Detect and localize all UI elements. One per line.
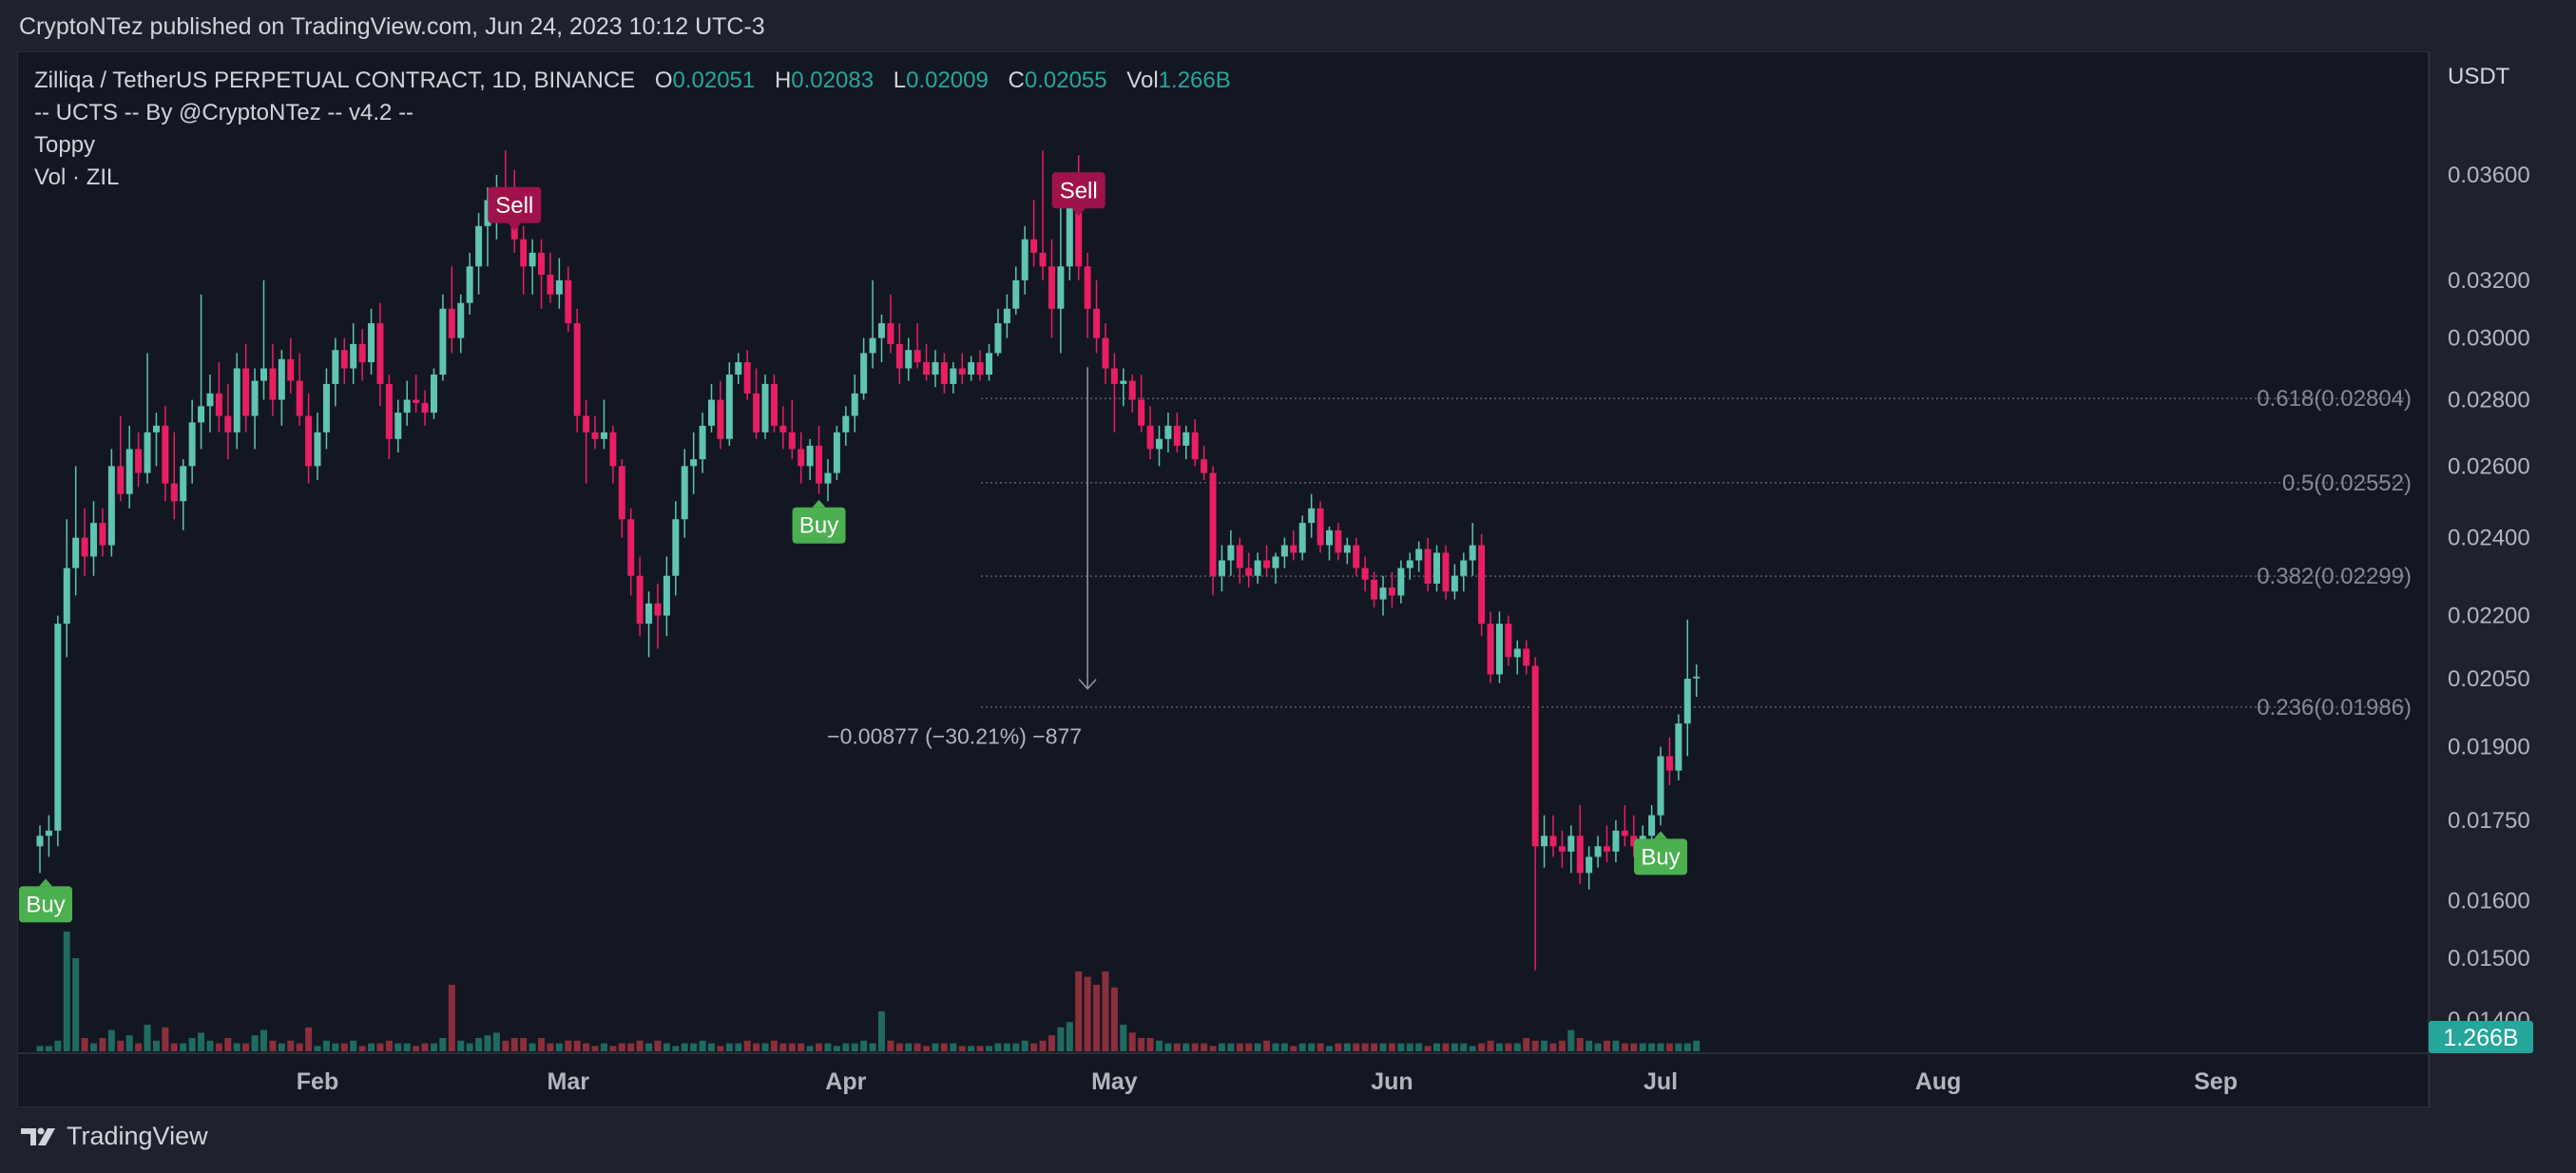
symbol-title[interactable]: Zilliqa / TetherUS PERPETUAL CONTRACT, 1… <box>34 67 636 93</box>
y-tick-label: 0.01750 <box>2448 808 2530 834</box>
footer: TradingView <box>19 1122 208 1151</box>
last-value-text: 1.266B <box>2443 1025 2518 1051</box>
high-label: H <box>774 67 792 93</box>
y-tick-label: 0.02200 <box>2448 604 2530 629</box>
y-tick-label: 0.03600 <box>2448 163 2530 188</box>
indicator-ucts[interactable]: -- UCTS -- By @CryptoNTez -- v4.2 -- <box>34 100 414 125</box>
price-axis-currency: USDT <box>2448 64 2510 89</box>
tradingview-brand[interactable]: TradingView <box>67 1122 208 1150</box>
low-value: 0.02009 <box>906 67 989 93</box>
y-tick-label: 0.01400 <box>2448 1008 2530 1033</box>
open-label: O <box>654 67 673 93</box>
close-label: C <box>1008 67 1025 93</box>
symbol-row: Zilliqa / TetherUS PERPETUAL CONTRACT, 1… <box>34 65 1231 97</box>
indicator-toppy[interactable]: Toppy <box>34 132 96 158</box>
chart-legend: Zilliqa / TetherUS PERPETUAL CONTRACT, 1… <box>34 65 1231 194</box>
y-tick-label: 0.01900 <box>2448 735 2530 760</box>
tradingview-logo-icon[interactable] <box>19 1125 57 1149</box>
chart-panel[interactable] <box>17 51 2431 1107</box>
y-tick-label: 0.02050 <box>2448 666 2530 692</box>
y-tick-label: 0.02800 <box>2448 388 2530 413</box>
y-tick-label: 0.01600 <box>2448 888 2530 913</box>
high-value: 0.02083 <box>791 67 875 93</box>
open-value: 0.02051 <box>672 67 756 93</box>
low-label: L <box>893 67 907 93</box>
publish-info: CryptoNTez published on TradingView.com,… <box>19 13 765 40</box>
last-value-tag <box>2429 1021 2533 1053</box>
y-tick-label: 0.03000 <box>2448 326 2530 352</box>
y-tick-label: 0.02400 <box>2448 526 2530 551</box>
y-tick-label: 0.03200 <box>2448 268 2530 294</box>
indicator-volume[interactable]: Vol · ZIL <box>34 164 120 190</box>
y-tick-label: 0.02600 <box>2448 453 2530 479</box>
publish-header: CryptoNTez published on TradingView.com,… <box>0 0 2576 59</box>
close-value: 0.02055 <box>1024 67 1107 93</box>
volume-label: Vol <box>1126 67 1159 93</box>
volume-value: 1.266B <box>1158 67 1231 93</box>
y-tick-label: 0.01500 <box>2448 946 2530 971</box>
